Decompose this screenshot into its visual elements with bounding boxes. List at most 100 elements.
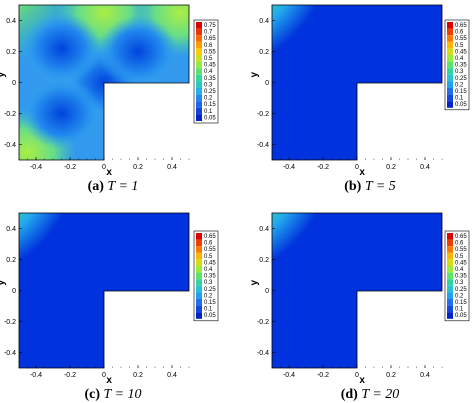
colorbar-swatch	[196, 61, 202, 69]
y-tick-label: 0.4	[6, 226, 16, 233]
colorbar-label: 0.3	[455, 280, 464, 286]
colorbar-label: 0.75	[204, 23, 216, 29]
colorbar-label: 0.25	[204, 287, 216, 293]
x-axis-label: x	[359, 167, 365, 178]
colorbar-label: 0.35	[204, 76, 216, 82]
x-tick-label: 0.2	[133, 164, 143, 171]
y-tick-label: 0	[12, 80, 16, 87]
colorbar-swatch	[447, 299, 453, 306]
colorbar-label: 0.1	[455, 96, 464, 102]
colorbar-swatch	[196, 266, 202, 273]
caption-text: T = 10	[104, 387, 142, 402]
y-tick-label: 0	[265, 80, 269, 87]
contour-field-0	[19, 5, 189, 160]
colorbar-swatch	[447, 81, 453, 88]
y-tick-label: 0.4	[6, 18, 16, 25]
colorbar-0: 0.750.70.650.60.550.50.450.40.350.30.250…	[193, 19, 219, 124]
field-spot-5	[21, 12, 102, 85]
colorbar-swatch	[196, 48, 202, 55]
field-hot-corner	[272, 5, 333, 70]
y-tick-label: -0.2	[4, 111, 16, 118]
colorbar-swatch	[196, 88, 202, 95]
panel-3: -0.4 -0.2 0 0.2 0.4 -0.4 -0.2 0 0.2 0.4 x y	[249, 212, 443, 386]
colorbar-swatch	[196, 292, 202, 299]
caption-label: (c)	[84, 387, 103, 402]
y-tick-label: -0.4	[4, 350, 16, 357]
colorbar-label: 0.6	[455, 30, 464, 36]
colorbar-swatch	[196, 107, 202, 115]
colorbar-label: 0.3	[204, 280, 213, 286]
colorbar-swatch	[447, 252, 453, 260]
caption-text: T = 20	[361, 387, 399, 402]
colorbar-swatch	[447, 101, 453, 108]
colorbar-swatch	[447, 88, 453, 95]
x-tick-label: -0.2	[317, 164, 329, 171]
colorbar-swatch	[196, 41, 202, 49]
colorbar-swatch	[196, 74, 202, 82]
colorbar-swatch	[196, 259, 202, 266]
colorbar-label: 0.65	[455, 234, 467, 240]
colorbar-swatch	[196, 272, 202, 280]
colorbar-swatch	[196, 68, 202, 75]
colorbar-label: 0.35	[455, 63, 467, 69]
y-tick-label: -0.4	[257, 142, 269, 149]
colorbar-swatch	[447, 41, 453, 49]
colorbar-label: 0.2	[455, 293, 464, 299]
x-tick-label: 0.2	[386, 164, 396, 171]
y-tick-label: 0.2	[6, 257, 16, 264]
colorbar-label: 0.6	[204, 241, 213, 247]
y-tick-label: -0.2	[4, 319, 16, 326]
y-axis-label: y	[0, 72, 7, 78]
contour-field-1	[272, 5, 442, 160]
colorbar-label: 0.1	[455, 307, 464, 313]
colorbar-label: 0.65	[204, 234, 216, 240]
colorbar-label: 0.65	[455, 23, 467, 29]
colorbar-label: 0.1	[204, 307, 213, 313]
y-axis-label: y	[249, 72, 260, 78]
colorbar-swatch	[196, 35, 202, 42]
field-hot-corner	[19, 213, 80, 278]
colorbar-label: 0.4	[204, 267, 213, 273]
y-tick-label: -0.2	[257, 319, 269, 326]
colorbar-swatch	[447, 279, 453, 286]
y-tick-label: 0.2	[259, 257, 269, 264]
x-tick-label: 0.2	[386, 372, 396, 379]
colorbar-label: 0.55	[204, 247, 216, 253]
colorbar-1: 0.650.60.550.50.450.40.350.30.250.20.150…	[444, 19, 470, 111]
x-tick-label: -0.4	[30, 164, 42, 171]
colorbar-swatch	[447, 94, 453, 102]
x-tick-label: 0	[355, 372, 359, 379]
colorbar-label: 0.05	[455, 313, 467, 319]
colorbar-label: 0.6	[204, 43, 213, 49]
colorbar-label: 0.05	[204, 313, 216, 319]
caption-3: (d) T = 20	[341, 387, 400, 402]
x-tick-label: -0.2	[317, 372, 329, 379]
caption-label: (d)	[341, 387, 362, 402]
y-tick-label: -0.4	[257, 350, 269, 357]
caption-text: T = 5	[365, 179, 396, 194]
colorbar-label: 0.3	[204, 82, 213, 88]
colorbar-label: 0.5	[204, 56, 213, 62]
colorbar-label: 0.7	[204, 30, 213, 36]
colorbar-swatch	[447, 246, 453, 253]
colorbar-label: 0.05	[204, 115, 216, 121]
colorbar-label: 0.4	[455, 56, 464, 62]
panel-1: -0.4 -0.2 0 0.2 0.4 -0.4 -0.2 0 0.2 0.4 x y	[249, 4, 443, 178]
colorbar-swatch	[447, 305, 453, 313]
colorbar-label: 0.25	[455, 76, 467, 82]
colorbar-label: 0.4	[455, 267, 464, 273]
caption-1: (b) T = 5	[344, 179, 396, 194]
colorbar-label: 0.15	[455, 89, 467, 95]
colorbar-label: 0.25	[204, 89, 216, 95]
colorbar-swatch	[196, 101, 202, 108]
colorbar-swatch	[196, 94, 202, 102]
colorbar-label: 0.35	[204, 274, 216, 280]
colorbar-label: 0.55	[204, 49, 216, 55]
x-tick-label: -0.4	[283, 164, 295, 171]
colorbar-label: 0.45	[204, 63, 216, 69]
colorbar-swatch	[447, 55, 453, 62]
field-spot-7	[21, 77, 102, 150]
caption-text: T = 1	[107, 179, 138, 194]
y-tick-label: 0.2	[259, 49, 269, 56]
caption-2: (c) T = 10	[84, 387, 141, 402]
